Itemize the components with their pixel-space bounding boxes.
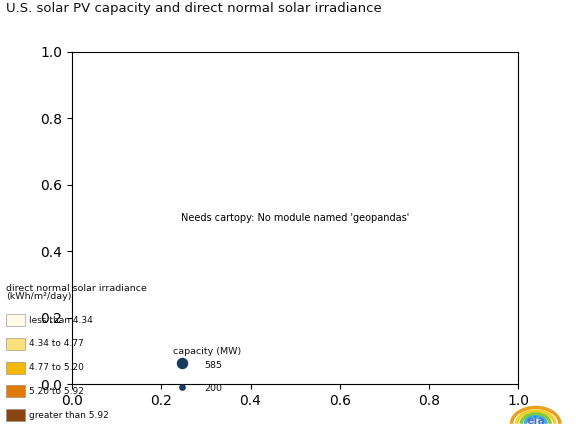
Text: (kWh/m²/day): (kWh/m²/day) — [6, 292, 71, 301]
Text: 200: 200 — [204, 384, 222, 393]
Text: 4.77 to 5.20: 4.77 to 5.20 — [29, 363, 84, 372]
Text: greater than 5.92: greater than 5.92 — [29, 411, 109, 419]
Text: direct normal solar irradiance: direct normal solar irradiance — [6, 284, 147, 293]
Text: 4.34 to 4.77: 4.34 to 4.77 — [29, 340, 84, 348]
Text: Needs cartopy: No module named 'geopandas': Needs cartopy: No module named 'geopanda… — [181, 213, 410, 223]
Text: eia: eia — [526, 416, 545, 426]
Text: less than 4.34: less than 4.34 — [29, 316, 93, 324]
Text: 585: 585 — [204, 361, 222, 369]
Text: 5.20 to 5.92: 5.20 to 5.92 — [29, 387, 84, 396]
Text: U.S. solar PV capacity and direct normal solar irradiance: U.S. solar PV capacity and direct normal… — [6, 2, 381, 15]
Text: capacity (MW): capacity (MW) — [173, 347, 241, 356]
